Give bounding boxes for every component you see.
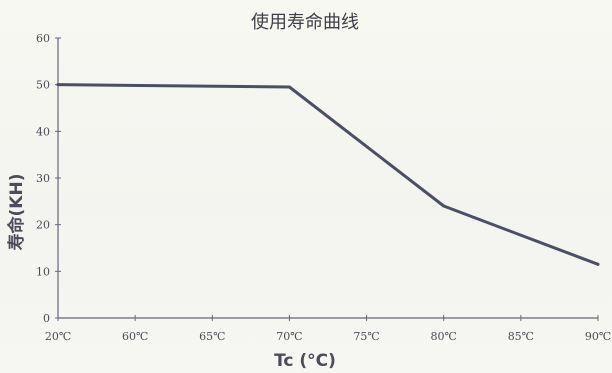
y-tick-label: 20 [36,219,50,232]
x-tick-label: 90℃ [585,330,611,343]
x-tick-label: 20℃ [45,330,71,343]
life-series-line [56,83,600,266]
x-tick-label: 65℃ [199,330,225,343]
chart-title: 使用寿命曲线 [251,12,359,33]
y-tick-label: 60 [36,32,50,45]
y-tick-label: 50 [36,79,50,92]
y-axis-label: 寿命(KH) [6,174,27,251]
axes-group [55,37,599,321]
y-tick-label: 0 [43,312,50,325]
life-data-point [596,262,600,266]
x-axis-label: Tc (°C) [274,351,336,371]
y-tick-label: 40 [36,125,50,138]
x-tick-label: 60℃ [122,330,148,343]
x-tick-label: 80℃ [431,330,457,343]
y-tick-label: 30 [36,172,50,185]
series-group [56,83,600,266]
x-tick-label: 70℃ [276,330,302,343]
x-tick-label: 75℃ [353,330,379,343]
x-tick-label: 85℃ [508,330,534,343]
ticks-group: 0 10 20 30 40 50 60 20℃ 60℃ 65℃ 70℃ 75℃ 80℃ 85℃ 90℃ [36,32,611,343]
life-data-point [442,204,446,208]
y-tick-label: 10 [36,265,50,278]
life-data-point [288,85,291,89]
life-data-point [56,83,60,87]
